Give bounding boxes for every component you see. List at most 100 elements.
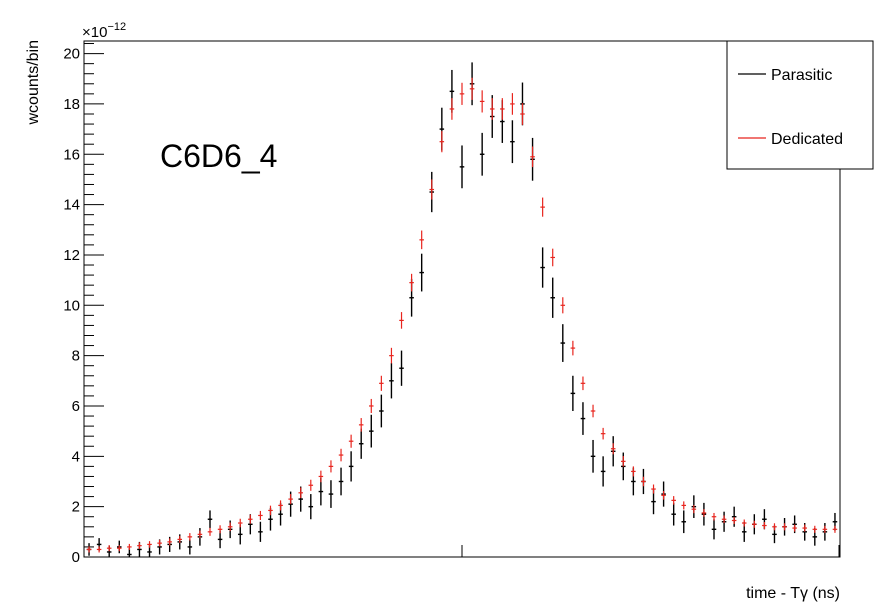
data-point — [469, 77, 475, 100]
data-point — [802, 524, 807, 532]
legend-label-dedicated: Dedicated — [771, 131, 843, 148]
data-point — [731, 516, 737, 525]
data-point — [248, 514, 253, 524]
data-point — [389, 363, 394, 399]
data-point — [600, 456, 606, 487]
data-point — [338, 448, 344, 462]
y-tick-label: 20 — [63, 46, 80, 63]
data-point — [691, 505, 697, 514]
series-layer — [86, 62, 838, 557]
data-point — [187, 539, 193, 555]
y-tick-label: 14 — [63, 197, 80, 214]
y-tick-label: 10 — [63, 297, 80, 314]
data-point — [550, 248, 555, 267]
data-point — [328, 480, 334, 508]
data-point — [217, 525, 223, 534]
data-point — [207, 527, 213, 536]
y-tick-label: 18 — [63, 96, 80, 113]
data-point — [449, 98, 455, 120]
data-point — [540, 197, 545, 217]
data-point — [439, 131, 445, 153]
data-point — [681, 510, 687, 534]
data-point — [328, 460, 334, 473]
data-point — [671, 496, 676, 505]
data-point — [590, 439, 596, 473]
data-point — [711, 519, 717, 540]
data-point — [752, 520, 757, 528]
data-point — [570, 340, 576, 356]
data-point — [237, 524, 243, 545]
data-point — [258, 510, 263, 520]
data-point — [308, 494, 314, 520]
data-point — [318, 477, 324, 506]
data-point — [782, 523, 787, 531]
series-dedicated — [86, 77, 838, 553]
data-point — [560, 324, 566, 362]
data-point — [358, 418, 364, 432]
data-point — [419, 253, 424, 292]
data-point — [530, 146, 535, 168]
legend-box — [726, 40, 874, 170]
data-point — [399, 312, 404, 329]
y-axis-title: wcounts/bin — [25, 40, 42, 126]
legend-label-parasitic: Parasitic — [771, 67, 832, 84]
data-point — [237, 518, 243, 528]
data-point — [792, 524, 797, 532]
data-point — [338, 467, 344, 496]
data-point — [711, 512, 717, 521]
data-point — [510, 93, 515, 115]
data-point — [348, 434, 354, 448]
data-point — [459, 82, 465, 105]
data-point — [86, 546, 92, 553]
data-point — [681, 501, 687, 510]
data-point — [369, 398, 374, 414]
y-tick-label: 8 — [72, 348, 80, 365]
data-point — [409, 273, 414, 292]
data-point — [570, 375, 576, 412]
data-point — [358, 428, 364, 459]
data-point — [621, 456, 626, 467]
data-point — [379, 375, 384, 391]
series-parasitic — [86, 62, 838, 557]
y-tick-label: 12 — [63, 247, 80, 264]
data-point — [389, 347, 394, 364]
data-point — [419, 230, 424, 250]
data-point — [217, 530, 223, 549]
data-point — [489, 98, 495, 120]
data-point — [268, 505, 273, 516]
data-point — [117, 545, 122, 552]
data-point — [540, 247, 545, 288]
data-point — [96, 546, 102, 553]
data-point — [459, 145, 465, 189]
data-point — [520, 103, 525, 125]
data-point — [580, 402, 586, 435]
data-point — [651, 484, 656, 494]
data-point — [721, 515, 727, 524]
y-tick-label: 0 — [72, 549, 80, 566]
data-point — [429, 179, 435, 200]
data-point — [369, 414, 374, 448]
data-point — [610, 443, 616, 455]
data-point — [298, 487, 303, 499]
data-point — [641, 476, 646, 487]
data-point — [550, 277, 555, 318]
data-point — [510, 120, 515, 164]
data-point — [187, 533, 193, 541]
data-point — [812, 525, 818, 533]
y-tick-label: 4 — [72, 448, 80, 465]
data-point — [832, 525, 838, 533]
legend: Parasitic Dedicated — [726, 40, 874, 170]
data-point — [318, 470, 324, 483]
data-point — [600, 427, 606, 440]
data-point — [167, 538, 172, 546]
y-axis: 0 2 4 6 8 10 12 14 16 18 20 — [63, 43, 104, 566]
x-axis — [461, 545, 840, 557]
data-point — [741, 519, 747, 527]
data-point — [560, 297, 566, 314]
data-point — [157, 539, 162, 547]
y-exponent-power: −12 — [107, 21, 126, 33]
data-point — [590, 404, 596, 418]
data-point — [701, 509, 707, 517]
data-point — [197, 530, 203, 539]
y-tick-label: 2 — [72, 499, 80, 516]
